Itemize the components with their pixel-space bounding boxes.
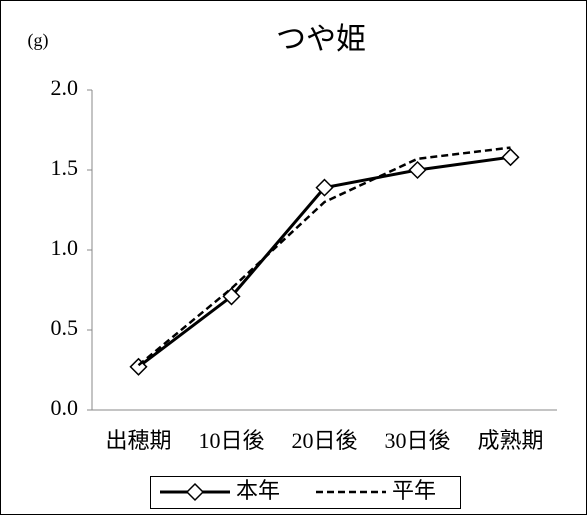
- x-tick-label: 20日後: [291, 428, 357, 453]
- x-tick-label: 30日後: [384, 428, 450, 453]
- y-tick-label: 0.5: [51, 315, 79, 340]
- y-tick-label: 2.0: [51, 75, 79, 100]
- series-line: [137, 146, 511, 367]
- series-marker: [315, 178, 334, 197]
- y-tick-label: 0.0: [51, 395, 79, 420]
- y-axis-label: (g): [28, 30, 49, 51]
- y-tick-label: 1.5: [51, 155, 79, 180]
- legend-label: 平年: [392, 478, 436, 503]
- chart-title: つや姫: [276, 23, 366, 56]
- y-tick-label: 1.0: [51, 235, 79, 260]
- x-tick-label: 成熟期: [477, 428, 543, 453]
- series-marker: [501, 148, 520, 167]
- legend-label: 本年: [236, 478, 280, 503]
- legend-marker: [185, 482, 205, 502]
- x-tick-label: 出穂期: [105, 428, 171, 453]
- x-tick-label: 10日後: [198, 428, 264, 453]
- series-marker: [408, 160, 427, 180]
